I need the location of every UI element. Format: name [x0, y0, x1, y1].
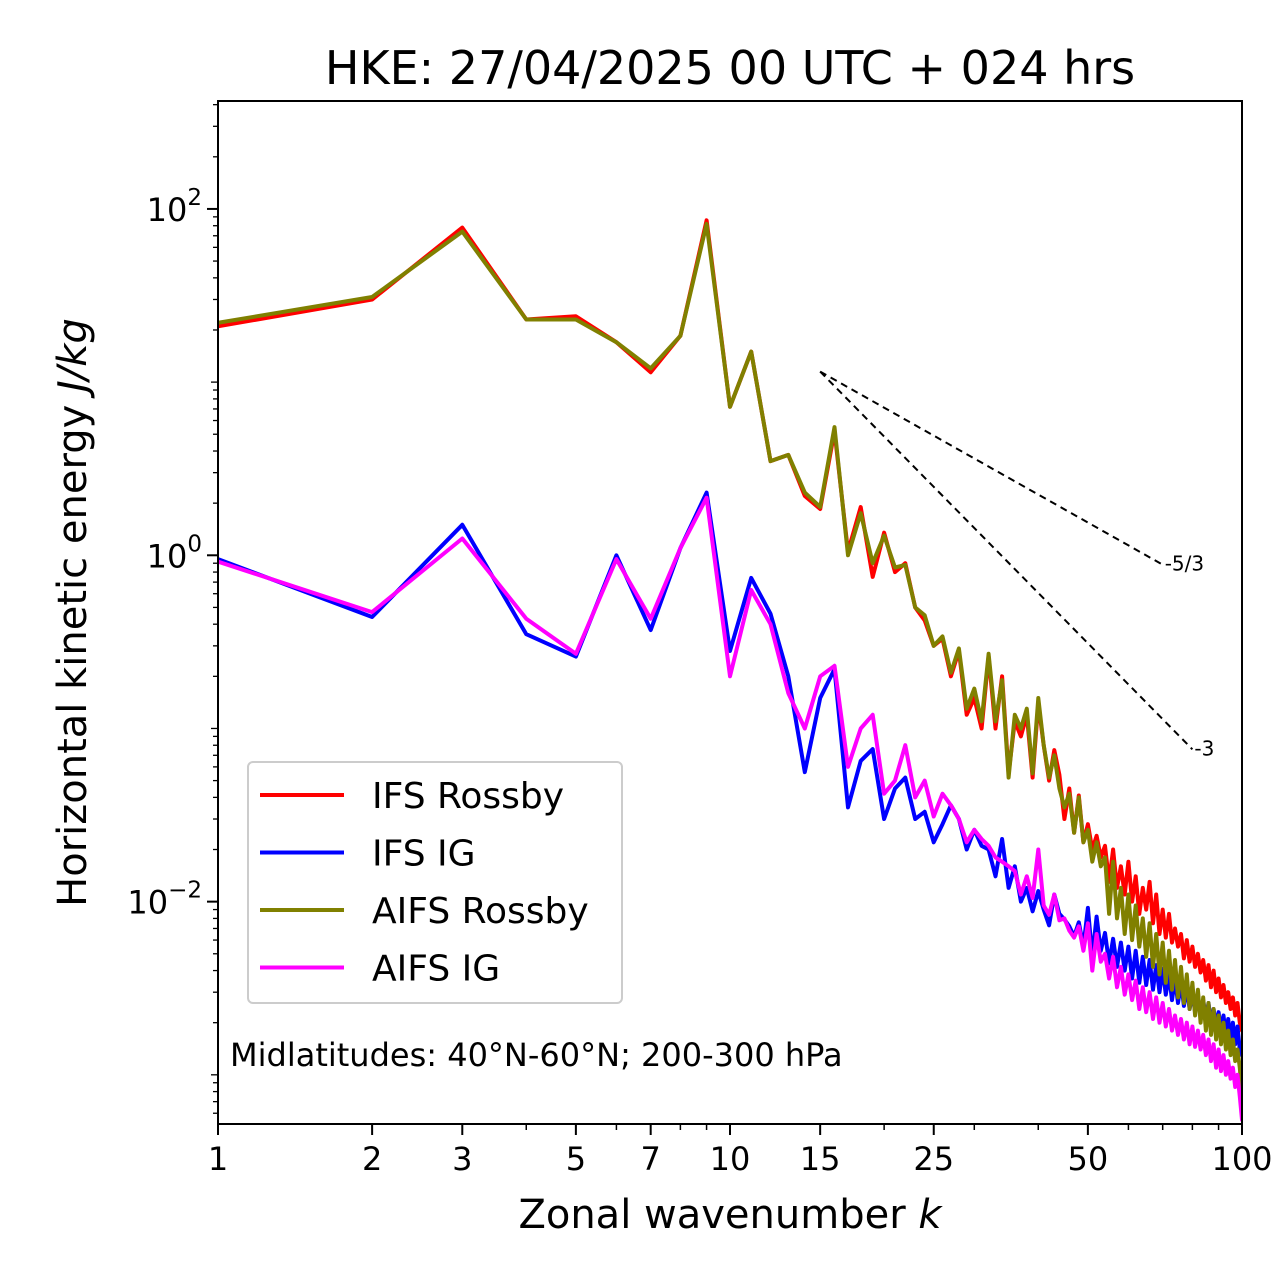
legend-box — [247, 761, 623, 1004]
x-tick-label: 15 — [800, 1140, 841, 1178]
reference-line-0 — [819, 370, 1164, 566]
y-tick-label: 100 — [147, 531, 202, 575]
y-axis-label-unit: J/kg — [50, 318, 96, 399]
x-tick-label: 100 — [1211, 1140, 1272, 1178]
y-tick-exponent: 2 — [187, 185, 202, 211]
x-tick-label: 7 — [641, 1140, 661, 1178]
y-axis-label: Horizontal kinetic energy J/kg — [50, 318, 96, 907]
reference-line-label-1: -3 — [1194, 736, 1214, 760]
y-axis-label-text: Horizontal kinetic energy — [50, 392, 96, 907]
data-layer: -5/3 -3 — [218, 218, 1242, 1122]
chart-title: HKE: 27/04/2025 00 UTC + 024 hrs — [325, 41, 1135, 95]
x-axis-label: Zonal wavenumber k — [518, 1192, 943, 1238]
y-tick-label: 10−2 — [127, 878, 202, 922]
x-tick-label: 25 — [913, 1140, 954, 1178]
legend-label-3: AIFS IG — [372, 949, 500, 990]
legend-label-1: IFS IG — [372, 834, 476, 875]
y-tick-exponent: −2 — [168, 878, 202, 904]
clipped-series-group — [218, 218, 1242, 1122]
reference-line-1 — [819, 370, 1194, 750]
y-tick-base: 10 — [147, 537, 188, 575]
x-tick-label: 50 — [1068, 1140, 1109, 1178]
legend: IFS Rossby IFS IG AIFS Rossby AIFS IG — [247, 761, 623, 1004]
reference-line-label-0: -5/3 — [1165, 552, 1204, 576]
y-tick-exponent: 0 — [187, 531, 202, 557]
series-line-3 — [218, 495, 1242, 1122]
region-annotation: Midlatitudes: 40°N-60°N; 200-300 hPa — [230, 1036, 843, 1074]
legend-label-0: IFS Rossby — [372, 776, 564, 817]
x-tick-label: 10 — [710, 1140, 751, 1178]
x-axis-label-text: Zonal wavenumber — [518, 1192, 918, 1238]
x-tick-label: 2 — [362, 1140, 382, 1178]
x-tick-label: 1 — [208, 1140, 228, 1178]
x-tick-label: 3 — [452, 1140, 472, 1178]
x-tick-label: 5 — [566, 1140, 586, 1178]
legend-label-2: AIFS Rossby — [372, 891, 589, 932]
x-axis-label-symbol: k — [918, 1192, 943, 1238]
y-tick-label: 102 — [147, 185, 202, 229]
y-tick-base: 10 — [127, 884, 168, 922]
series-line-2 — [218, 221, 1242, 1099]
y-tick-base: 10 — [147, 191, 188, 229]
